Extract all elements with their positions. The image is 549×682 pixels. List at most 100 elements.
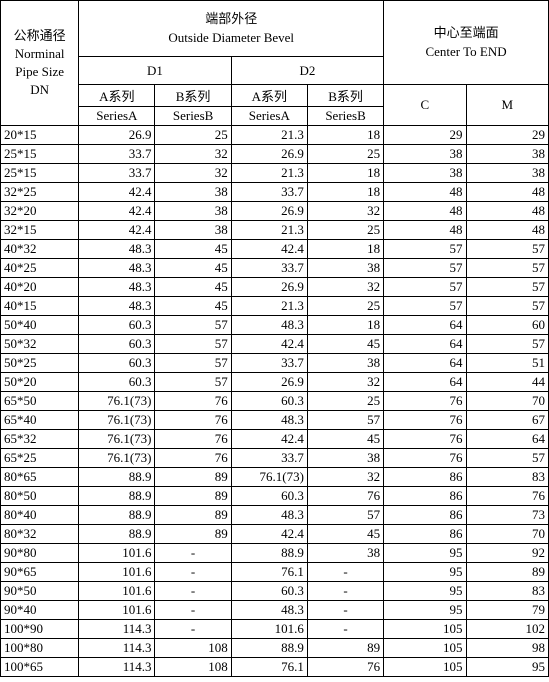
table-row: 32*1542.43821.3254848 [1, 221, 549, 240]
cell: 57 [384, 278, 466, 297]
cell: 105 [384, 639, 466, 658]
cell: 101.6 [79, 544, 155, 563]
cell: - [307, 601, 383, 620]
cell: 21.3 [231, 221, 307, 240]
cell: 33.7 [79, 164, 155, 183]
table-row: 50*2060.35726.9326444 [1, 373, 549, 392]
cell: 80*50 [1, 487, 79, 506]
cell: 57 [384, 297, 466, 316]
cell: 76 [307, 658, 383, 677]
cell: 88.9 [231, 544, 307, 563]
cell: 42.4 [231, 525, 307, 544]
table-row: 65*4076.1(73)7648.3577667 [1, 411, 549, 430]
table-row: 50*3260.35742.4456457 [1, 335, 549, 354]
cell: 67 [466, 411, 548, 430]
cell: 86 [384, 487, 466, 506]
cell: 25 [307, 297, 383, 316]
cell: 57 [466, 259, 548, 278]
header-d2-series-b-cn: B系列 [307, 85, 383, 107]
header-d1-series-a-cn: A系列 [79, 85, 155, 107]
cell: 114.3 [79, 639, 155, 658]
cell: 51 [466, 354, 548, 373]
cell: 50*20 [1, 373, 79, 392]
cell: 40*20 [1, 278, 79, 297]
cell: 80*40 [1, 506, 79, 525]
table-row: 20*1526.92521.3182929 [1, 126, 549, 145]
cell: 57 [466, 297, 548, 316]
cell: 89 [155, 506, 231, 525]
table-row: 25*1533.73226.9253838 [1, 145, 549, 164]
cell: 76 [155, 430, 231, 449]
table-body: 20*1526.92521.318292925*1533.73226.92538… [1, 126, 549, 677]
cell: 48 [384, 202, 466, 221]
cell: 50*25 [1, 354, 79, 373]
cell: 25 [155, 126, 231, 145]
cell: 48.3 [231, 411, 307, 430]
cell: 65*32 [1, 430, 79, 449]
label-en-1: Norminal [4, 45, 75, 63]
cell: 80*65 [1, 468, 79, 487]
cell: 38 [466, 164, 548, 183]
cell: 76.1(73) [79, 392, 155, 411]
cell: 89 [155, 468, 231, 487]
header-d2-series-a-en: SeriesA [231, 107, 307, 126]
cell: 76 [155, 392, 231, 411]
cell: 95 [384, 582, 466, 601]
cell: 25 [307, 392, 383, 411]
label-cn: 端部外径 [82, 10, 380, 28]
cell: 32*25 [1, 183, 79, 202]
cell: 18 [307, 126, 383, 145]
cell: 86 [384, 468, 466, 487]
cell: 57 [384, 259, 466, 278]
table-row: 100*80114.310888.98910598 [1, 639, 549, 658]
cell: 83 [466, 468, 548, 487]
cell: 89 [307, 639, 383, 658]
cell: 83 [466, 582, 548, 601]
label-cn: 公称通径 [4, 27, 75, 45]
cell: 25*15 [1, 145, 79, 164]
table-header: 公称通径 Norminal Pipe Size DN 端部外径 Outside … [1, 1, 549, 126]
cell: 76.1(73) [79, 411, 155, 430]
cell: 95 [466, 658, 548, 677]
cell: 57 [384, 240, 466, 259]
cell: 57 [155, 373, 231, 392]
cell: 42.4 [79, 183, 155, 202]
cell: - [155, 563, 231, 582]
cell: 70 [466, 392, 548, 411]
cell: 57 [466, 240, 548, 259]
label-dn: DN [4, 81, 75, 99]
table-row: 80*6588.98976.1(73)328683 [1, 468, 549, 487]
cell: 79 [466, 601, 548, 620]
cell: 57 [155, 316, 231, 335]
cell: 21.3 [231, 164, 307, 183]
cell: 76 [384, 430, 466, 449]
table-row: 65*2576.1(73)7633.7387657 [1, 449, 549, 468]
cell: 38 [307, 544, 383, 563]
cell: 95 [384, 544, 466, 563]
cell: 38 [307, 449, 383, 468]
cell: 88.9 [79, 468, 155, 487]
header-d2: D2 [231, 57, 383, 85]
table-row: 40*3248.34542.4185757 [1, 240, 549, 259]
table-row: 90*50101.6-60.3-9583 [1, 582, 549, 601]
cell: 108 [155, 658, 231, 677]
cell: 38 [384, 145, 466, 164]
cell: 32*15 [1, 221, 79, 240]
cell: 40*32 [1, 240, 79, 259]
cell: 38 [307, 354, 383, 373]
cell: 33.7 [231, 259, 307, 278]
cell: 105 [384, 620, 466, 639]
header-d2-series-b-en: SeriesB [307, 107, 383, 126]
cell: 40*15 [1, 297, 79, 316]
cell: 48 [466, 183, 548, 202]
cell: 45 [155, 259, 231, 278]
label-cn: 中心至端面 [387, 24, 545, 42]
cell: 76.1 [231, 658, 307, 677]
cell: 114.3 [79, 620, 155, 639]
cell: 38 [466, 145, 548, 164]
cell: 64 [384, 316, 466, 335]
table-row: 32*2542.43833.7184848 [1, 183, 549, 202]
table-row: 65*5076.1(73)7660.3257670 [1, 392, 549, 411]
cell: 48 [466, 221, 548, 240]
table-row: 25*1533.73221.3183838 [1, 164, 549, 183]
